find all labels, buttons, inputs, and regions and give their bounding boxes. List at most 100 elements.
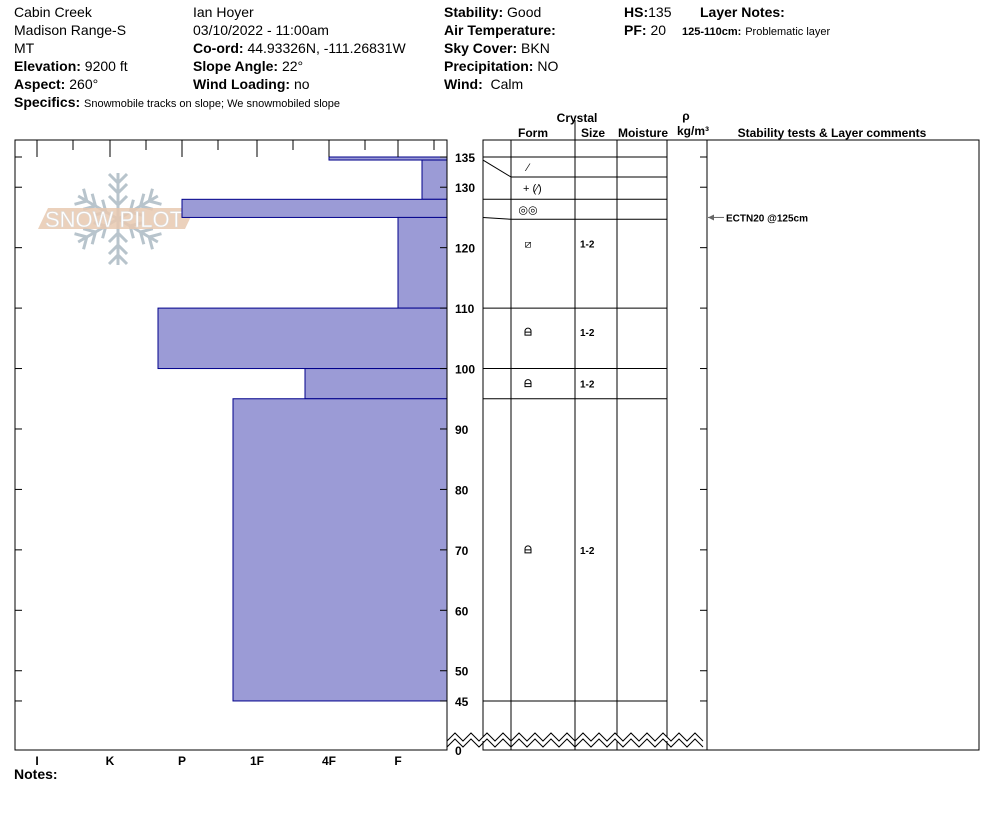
pf-label: PF: — [624, 22, 647, 38]
crystal-form-symbol: ◎◎ — [518, 204, 537, 216]
crystal-form-symbol: ⁄ — [524, 162, 531, 174]
stability-value: Good — [507, 4, 542, 20]
stability: Stability: Good — [444, 3, 541, 21]
col-rho: ρ — [682, 109, 689, 123]
hardness-bar — [181, 198, 448, 218]
coord: Co-ord: 44.93326N, -111.26831W — [193, 39, 406, 57]
branch — [107, 182, 120, 195]
hardness-bar — [304, 368, 448, 400]
sky-label: Sky Cover: — [444, 40, 518, 56]
crystal-size: 1-2 — [580, 328, 595, 339]
precip-label: Precipitation: — [444, 58, 534, 74]
layer-table-frame — [482, 139, 980, 751]
location: Cabin Creek — [14, 4, 92, 20]
height-label: 60 — [455, 604, 469, 618]
height-label: 135 — [455, 151, 475, 165]
elevation-label: Elevation: — [14, 58, 81, 74]
depth-hoar-shape — [524, 545, 532, 554]
hs-label: HS: — [624, 4, 649, 20]
wind-label: Wind: — [444, 76, 483, 92]
branch — [107, 243, 120, 256]
layer-note-range: 125-110cm: — [682, 26, 742, 38]
crystal-size: 1-2 — [580, 380, 595, 391]
boundary-connector — [482, 159, 512, 178]
range: Madison Range-S — [14, 22, 127, 38]
hardness-label: F — [394, 754, 401, 768]
branch — [90, 193, 97, 207]
branch — [82, 236, 89, 250]
col-form: Form — [518, 126, 548, 140]
hardness-bar — [232, 398, 448, 702]
hardness-label: 1F — [250, 754, 264, 768]
slope: Slope Angle: 22° — [193, 57, 303, 75]
hardness-label: P — [178, 754, 186, 768]
height-label: 130 — [455, 181, 475, 195]
elevation: Elevation: 9200 ft — [14, 57, 128, 75]
branch — [74, 232, 88, 239]
state: MT — [14, 40, 35, 56]
branch — [116, 182, 129, 195]
boundary-connector — [482, 216, 512, 220]
height-label: 80 — [455, 483, 469, 497]
wind-loading: Wind Loading: no — [193, 75, 310, 93]
depth-hoar-shape — [524, 379, 532, 388]
precip-value: NO — [537, 58, 559, 74]
sky-cover: Sky Cover: BKN — [444, 39, 550, 57]
hardness-bar — [421, 159, 448, 200]
specifics-label: Specifics: — [14, 94, 81, 110]
crystal-size: 1-2 — [580, 239, 595, 250]
stability-test-label: ECTN20 @125cm — [726, 213, 808, 224]
crystal-size: 1-2 — [580, 546, 595, 557]
branch — [139, 231, 146, 245]
crystal-form-symbol: ⧄ — [525, 238, 532, 250]
wind: Wind: Calm — [444, 75, 523, 93]
precipitation: Precipitation: NO — [444, 57, 558, 75]
branch — [116, 243, 129, 256]
slope-value: 22° — [281, 58, 304, 74]
branch — [82, 227, 96, 234]
height-label: 100 — [455, 363, 475, 377]
height-label: 110 — [455, 302, 475, 316]
col-crystal: Crystal — [557, 111, 598, 125]
aspect-label: Aspect: — [14, 76, 66, 92]
hardness-bar — [397, 216, 448, 309]
crystal-form-symbol: + (⁄) — [523, 183, 542, 195]
snowflake-arm — [107, 172, 129, 219]
branch — [107, 194, 120, 207]
slope-label: Slope Angle: — [193, 58, 279, 74]
hs-value: 135 — [648, 4, 672, 20]
depth-hoar-shape — [524, 327, 532, 336]
col-size: Size — [581, 126, 605, 140]
height-label: 120 — [455, 242, 475, 256]
branch — [139, 193, 146, 207]
branch — [140, 227, 154, 234]
snowpilot-logo: SNOW PILOT — [38, 172, 195, 266]
branch — [116, 172, 129, 185]
hardness-plot-frame — [14, 139, 448, 751]
col-density: kg/m³ — [677, 124, 709, 138]
air-temp-label: Air Temperature: — [444, 22, 556, 38]
branch — [116, 231, 129, 244]
hardness-label: I — [35, 754, 38, 768]
depth-hoar-icon — [524, 379, 532, 388]
branch — [147, 188, 154, 202]
pf: PF: 20 — [624, 21, 666, 39]
datetime: 03/10/2022 - 11:00am — [193, 22, 329, 38]
branch — [90, 231, 97, 245]
hs: HS:135 — [624, 3, 671, 21]
wind-loading-label: Wind Loading: — [193, 76, 291, 92]
specifics-value: Snowmobile tracks on slope; We snowmobil… — [84, 98, 341, 110]
air-temp: Air Temperature: — [444, 21, 556, 39]
branch — [116, 253, 129, 266]
aspect-value: 260° — [69, 76, 99, 92]
height-label: 0 — [455, 744, 462, 758]
pf-value: 20 — [650, 22, 667, 38]
height-label: 90 — [455, 423, 469, 437]
col-stability: Stability tests & Layer comments — [738, 126, 927, 140]
layer-notes-label: Layer Notes: — [700, 4, 785, 20]
branch — [74, 199, 88, 206]
wind-loading-value: no — [293, 76, 310, 92]
height-label: 50 — [455, 665, 469, 679]
